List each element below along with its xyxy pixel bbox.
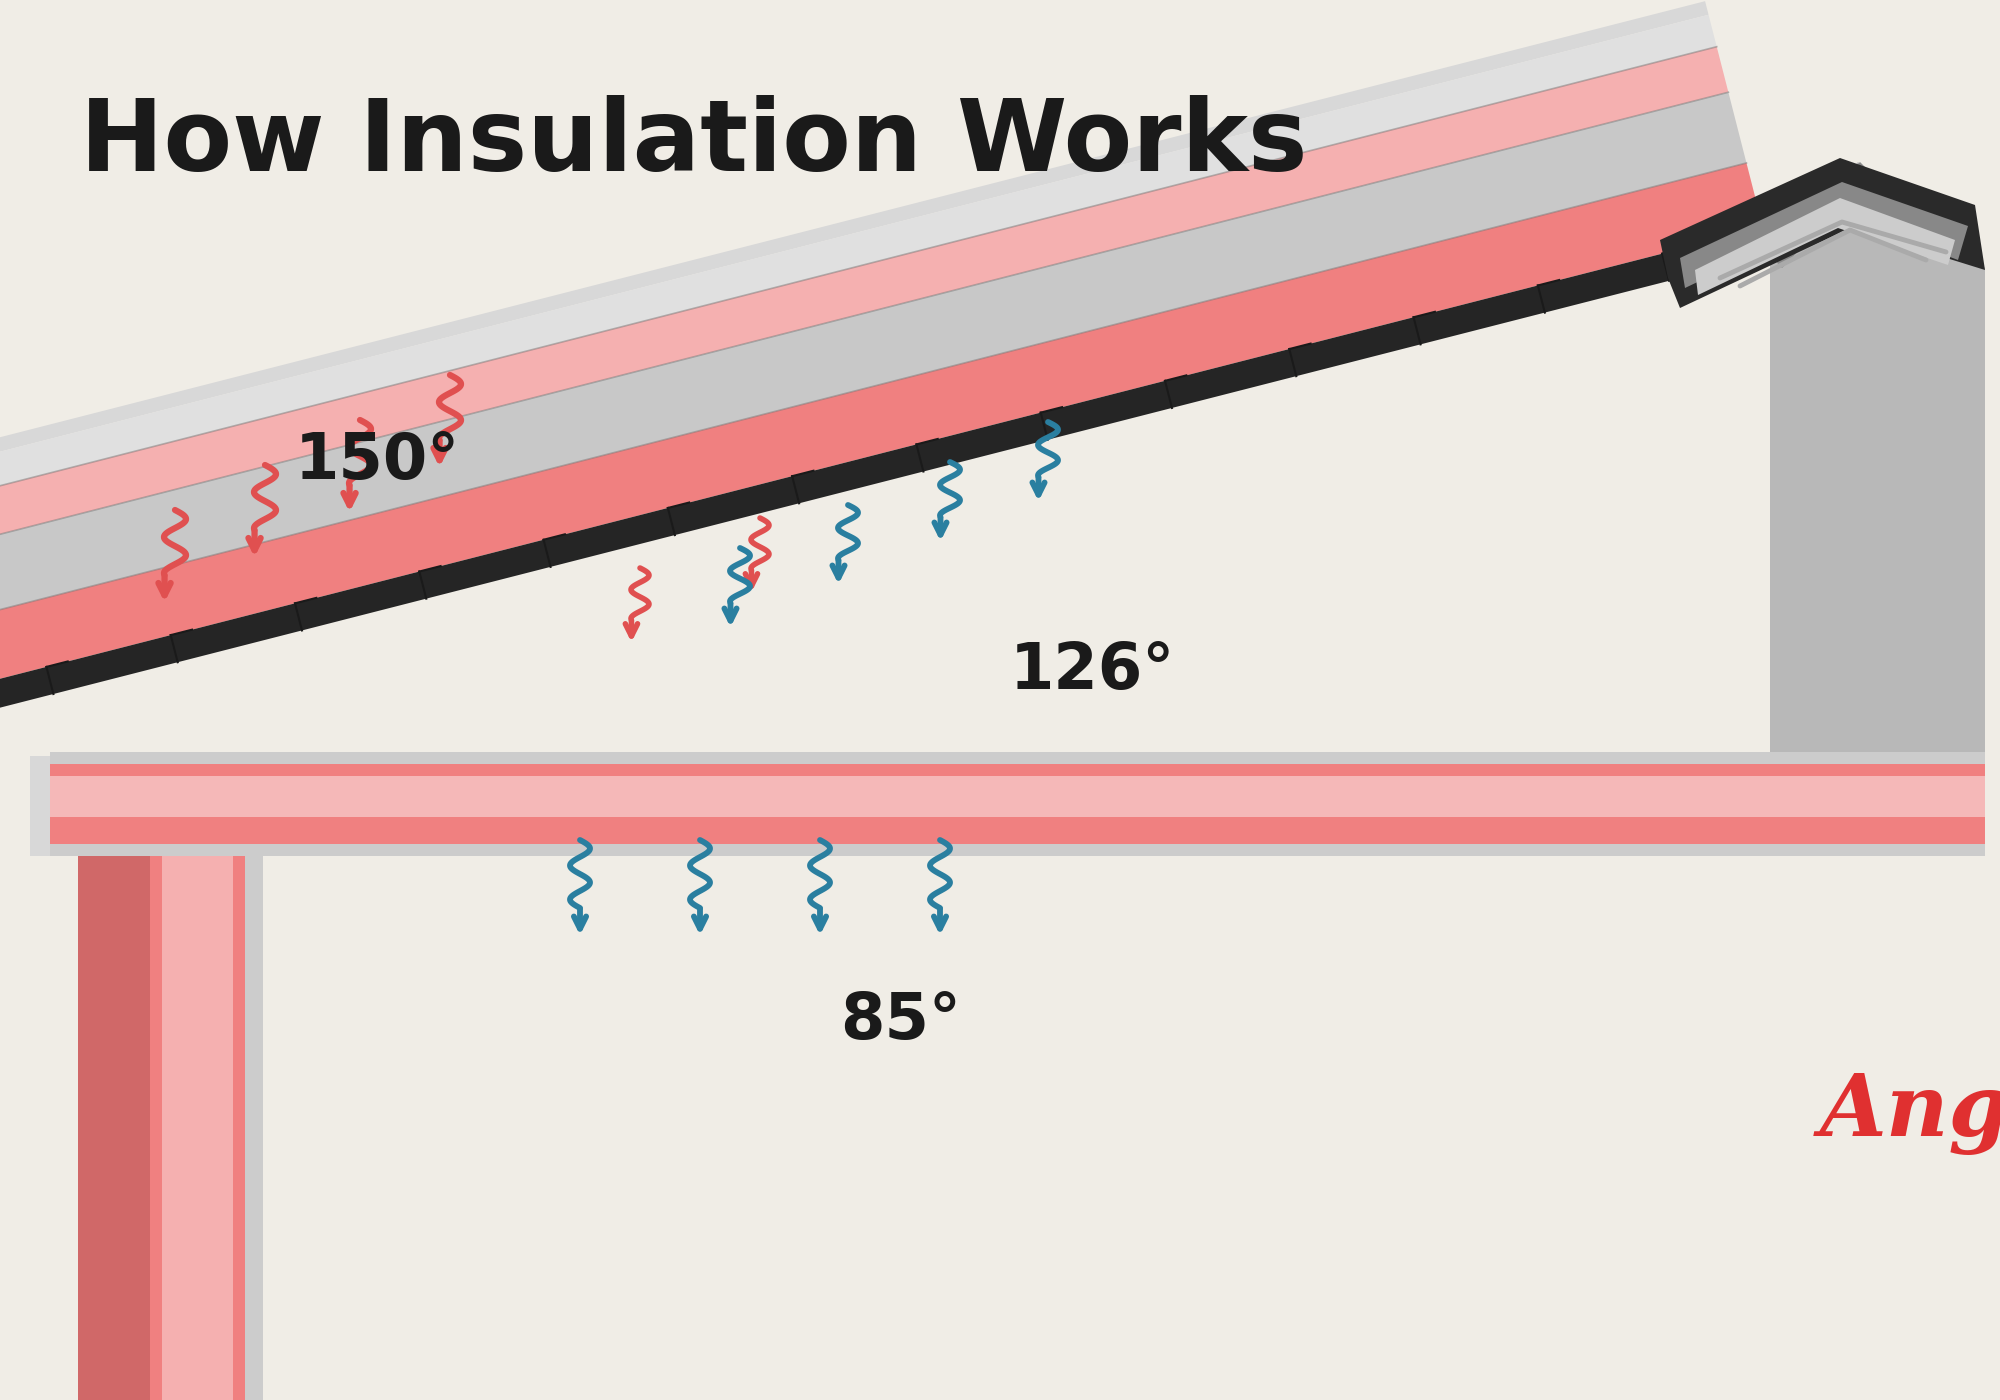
Bar xyxy=(162,855,232,1400)
Polygon shape xyxy=(30,756,78,855)
Polygon shape xyxy=(0,1,1708,469)
Polygon shape xyxy=(0,228,1770,710)
Bar xyxy=(78,855,150,1400)
Text: 85°: 85° xyxy=(840,990,960,1051)
Text: 126°: 126° xyxy=(1010,640,1176,701)
Polygon shape xyxy=(0,15,1716,501)
Polygon shape xyxy=(0,46,1728,547)
Polygon shape xyxy=(0,162,1764,683)
Polygon shape xyxy=(1660,158,1984,308)
Bar xyxy=(50,844,1984,855)
Bar xyxy=(244,855,264,1400)
Bar xyxy=(150,855,244,1400)
Polygon shape xyxy=(1680,182,1968,288)
Polygon shape xyxy=(50,776,1984,818)
Text: How Insulation Works: How Insulation Works xyxy=(80,95,1308,192)
Polygon shape xyxy=(1696,197,1956,295)
Polygon shape xyxy=(1770,162,1984,760)
Polygon shape xyxy=(50,762,1984,844)
Polygon shape xyxy=(1770,162,1872,267)
Bar xyxy=(50,752,1984,764)
Polygon shape xyxy=(0,92,1746,617)
Text: Angi: Angi xyxy=(1820,1070,2000,1155)
Text: 150°: 150° xyxy=(296,430,460,491)
